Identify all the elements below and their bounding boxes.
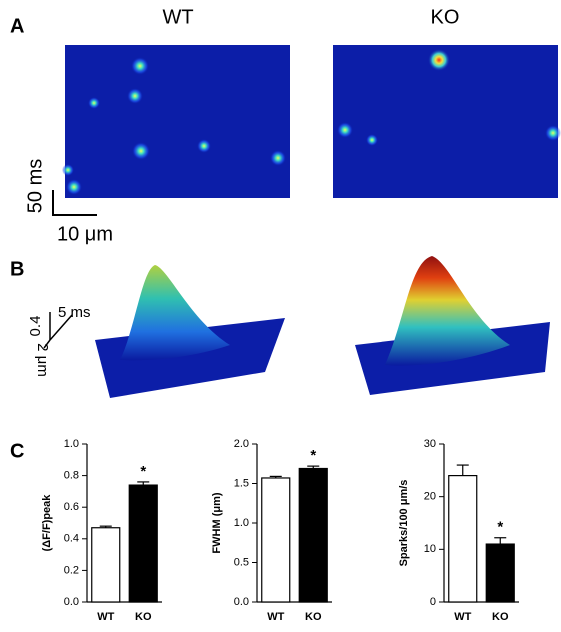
scale-bar-a: 50 ms 10 μm <box>24 159 113 246</box>
scale-bar-b: 0.4 5 ms 2 μm <box>27 304 91 377</box>
x-tick-label: WT <box>267 611 284 623</box>
panel-label: B <box>10 258 24 280</box>
spark <box>66 179 82 195</box>
scale-line <box>49 314 73 341</box>
spark <box>131 57 149 75</box>
y-tick-label: 10 <box>424 543 436 555</box>
linescan-bg <box>333 45 558 198</box>
ko-label: KO <box>431 6 460 28</box>
y-tick-label: 1.0 <box>64 438 79 450</box>
y-tick-label: 0.2 <box>64 564 79 576</box>
y-tick-label: 0.6 <box>64 501 79 513</box>
y-tick-label: 0.0 <box>64 596 79 608</box>
wt-linescan <box>62 45 290 198</box>
bar <box>91 527 121 603</box>
y-tick-label: 1.5 <box>234 477 249 489</box>
spark <box>127 88 143 104</box>
spark <box>132 142 150 160</box>
surface-peak <box>385 256 510 366</box>
significance: * <box>310 447 316 464</box>
scale-label: 0.4 <box>27 316 44 337</box>
panel-label: C <box>10 440 24 462</box>
significance: * <box>497 519 503 536</box>
ko-linescan <box>333 45 561 198</box>
y-tick-label: 2.0 <box>234 438 249 450</box>
y-axis-label: Sparks/100 μm/s <box>398 480 410 567</box>
x-tick-label: KO <box>135 611 152 623</box>
bar <box>298 467 328 603</box>
spark <box>428 49 450 71</box>
scale-line <box>43 339 51 349</box>
spark <box>337 122 353 138</box>
y-tick-label: 0.5 <box>234 556 249 568</box>
y-tick-label: 0.8 <box>64 470 79 482</box>
wt-label: WT <box>162 6 193 28</box>
scale-label: 5 ms <box>58 304 91 321</box>
significance: * <box>140 463 146 480</box>
y-axis-label: (ΔF/F)peak <box>41 494 53 552</box>
x-tick-label: WT <box>97 611 114 623</box>
linescan-bg <box>65 45 290 198</box>
y-tick-label: 0.0 <box>234 596 249 608</box>
y-tick-label: 0 <box>430 596 436 608</box>
x-tick-label: KO <box>492 611 509 623</box>
bar <box>448 475 478 603</box>
spark <box>62 164 74 176</box>
bar <box>485 543 515 603</box>
scale-label: 50 ms <box>24 159 46 213</box>
spark <box>545 125 561 141</box>
y-axis-label: FWHM (μm) <box>211 492 223 553</box>
ko-surface <box>355 256 550 395</box>
spark <box>197 139 211 153</box>
x-tick-label: KO <box>305 611 322 623</box>
y-tick-label: 0.4 <box>64 533 79 545</box>
x-tick-label: WT <box>454 611 471 623</box>
panel-label: A <box>10 15 24 37</box>
bar <box>128 484 158 603</box>
wt-surface <box>95 265 285 398</box>
surface-peak <box>120 265 230 361</box>
spark <box>270 150 286 166</box>
y-tick-label: 20 <box>424 491 436 503</box>
spark <box>366 134 378 146</box>
y-tick-label: 30 <box>424 438 436 450</box>
scale-label: 2 μm <box>34 343 51 377</box>
scale-label: 10 μm <box>57 223 113 245</box>
bar <box>261 477 291 603</box>
y-tick-label: 1.0 <box>234 517 249 529</box>
spark <box>88 97 100 109</box>
